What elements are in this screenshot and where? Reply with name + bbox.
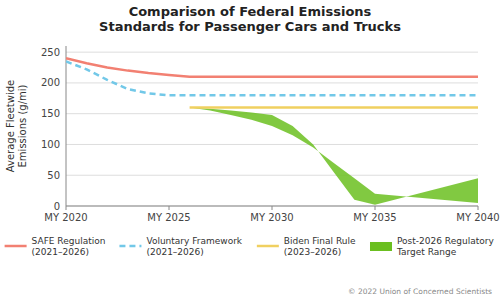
legend-swatch bbox=[370, 242, 392, 251]
y-tick-label: 200 bbox=[41, 77, 60, 88]
text-line: Post-2026 Regulatory bbox=[397, 236, 494, 246]
y-tick-label: 50 bbox=[47, 170, 60, 181]
annotation: © 2022 Union of Concerned Scientists bbox=[348, 287, 492, 296]
legend-swatch bbox=[5, 245, 27, 248]
legend-item: Voluntary Framework(2021–2026) bbox=[119, 236, 242, 257]
text-line: (2021–2026) bbox=[146, 247, 203, 257]
x-tick bbox=[169, 206, 170, 210]
title: Comparison of Federal EmissionsStandards… bbox=[99, 4, 401, 34]
y-tick-label: 150 bbox=[41, 108, 60, 119]
text-line: Comparison of Federal Emissions bbox=[129, 4, 372, 19]
legend-swatch bbox=[119, 245, 141, 248]
legend-label: Voluntary Framework(2021–2026) bbox=[146, 236, 242, 257]
text-line: (2021–2026) bbox=[32, 247, 89, 257]
x-tick-label: MY 2035 bbox=[353, 212, 396, 223]
grid-line bbox=[66, 144, 478, 145]
plot-data bbox=[66, 58, 478, 204]
text-line: Average Fleetwide bbox=[5, 80, 16, 172]
grid-line bbox=[66, 175, 478, 176]
grid-line bbox=[66, 113, 478, 114]
legend-label: Post-2026 RegulatoryTarget Range bbox=[396, 236, 494, 257]
legend-item: Biden Final Rule(2023–2026) bbox=[257, 236, 356, 257]
y-tick-label: 100 bbox=[41, 139, 60, 150]
x-tick-label: MY 2025 bbox=[147, 212, 190, 223]
target-area bbox=[190, 108, 478, 205]
text-line: Target Range bbox=[396, 247, 457, 257]
text-line: Voluntary Framework bbox=[146, 236, 242, 246]
series-line bbox=[190, 106, 478, 109]
chart: Comparison of Federal EmissionsStandards… bbox=[0, 0, 500, 300]
x-tick bbox=[272, 206, 273, 210]
legend-item: SAFE Regulation(2021–2026) bbox=[5, 236, 106, 257]
text-line: Biden Final Rule bbox=[284, 236, 356, 246]
text-line: Standards for Passenger Cars and Trucks bbox=[99, 19, 401, 34]
series-line bbox=[66, 58, 478, 76]
y-axis-label: Average FleetwideEmissions (g/mi) bbox=[5, 80, 28, 172]
grid-line bbox=[66, 82, 478, 83]
x-tick-label: MY 2040 bbox=[456, 212, 499, 223]
legend: SAFE Regulation(2021–2026)Voluntary Fram… bbox=[5, 236, 495, 257]
legend-swatch bbox=[257, 245, 279, 248]
x-axis: MY 2020 MY 2025 MY 2030 MY 2035 MY 2040 bbox=[44, 206, 499, 223]
x-tick bbox=[478, 206, 479, 210]
text-line: SAFE Regulation bbox=[32, 236, 106, 246]
text-line: Emissions (g/mi) bbox=[17, 84, 28, 167]
text-line: (2023–2026) bbox=[284, 247, 341, 257]
series-line bbox=[66, 61, 478, 95]
y-axis: 0 50 100 150 200 250 bbox=[41, 46, 478, 212]
y-axis-line bbox=[66, 46, 67, 206]
x-tick bbox=[375, 206, 376, 210]
legend-item: Post-2026 RegulatoryTarget Range bbox=[370, 236, 494, 257]
legend-label: Biden Final Rule(2023–2026) bbox=[284, 236, 356, 257]
y-tick-label: 250 bbox=[41, 47, 60, 58]
y-tick-label: 0 bbox=[54, 201, 60, 212]
legend-label: SAFE Regulation(2021–2026) bbox=[32, 236, 106, 257]
x-tick-label: MY 2030 bbox=[250, 212, 293, 223]
x-tick-label: MY 2020 bbox=[44, 212, 87, 223]
grid-line bbox=[66, 52, 478, 53]
x-tick bbox=[66, 206, 67, 210]
